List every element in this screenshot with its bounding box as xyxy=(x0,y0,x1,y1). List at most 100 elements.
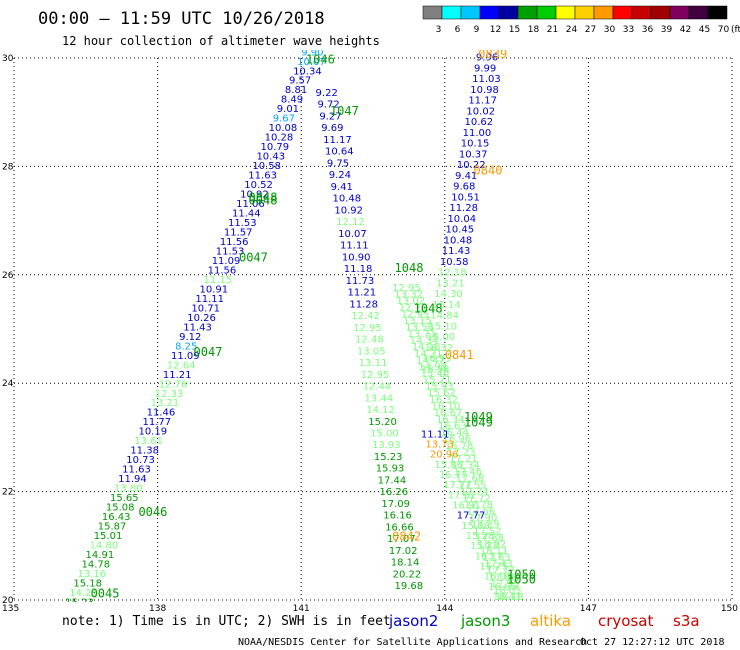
colorbar-label: 45 xyxy=(699,25,710,35)
footer-note: note: 1) Time is in UTC; 2) SWH is in fe… xyxy=(62,614,391,629)
x-tick-label: 147 xyxy=(580,604,597,614)
colorbar-label: 6 xyxy=(455,25,461,35)
swh-value: 11.11 xyxy=(340,241,369,252)
colorbar-swatch xyxy=(650,5,671,20)
swh-value: 9.01 xyxy=(277,104,299,115)
colorbar-swatch xyxy=(479,5,500,20)
colorbar-swatch xyxy=(422,5,443,20)
swh-value: 15.10 xyxy=(428,321,457,332)
x-tick-label: 150 xyxy=(721,604,738,614)
swh-value: 9.68 xyxy=(453,182,475,193)
colorbar-label: 21 xyxy=(547,25,558,35)
swh-value: 14.25 xyxy=(69,588,98,599)
swh-value: 10.02 xyxy=(466,106,495,117)
swh-value: 10.37 xyxy=(459,149,488,160)
swh-value: 16.43 xyxy=(102,512,131,523)
swh-value: 11.21 xyxy=(348,288,377,299)
swh-value: 9.24 xyxy=(329,170,351,181)
swh-value: 8.25 xyxy=(175,341,197,352)
colorbar-label: 9 xyxy=(474,25,480,35)
swh-value: 12.95 xyxy=(361,370,390,381)
swh-value: 11.46 xyxy=(147,408,176,419)
swh-value: 17.43 xyxy=(484,559,513,570)
time-label: 0048 xyxy=(249,193,278,207)
time-labels: 0839 0840 0841 0842 1046 1047 1048 1048 10491049… xyxy=(91,47,536,600)
x-tick-label: 144 xyxy=(436,604,453,614)
swh-value: 10.08 xyxy=(269,123,298,134)
swh-value: 8.49 xyxy=(281,95,303,106)
swh-value: 11.44 xyxy=(232,209,261,220)
swh-value: 18.14 xyxy=(391,558,420,569)
swh-value: 10.52 xyxy=(244,180,273,191)
time-label: 1050 xyxy=(507,573,536,587)
swh-value: 15.65 xyxy=(110,493,139,504)
swh-value: 17.07 xyxy=(387,534,416,545)
swh-value: 10.28 xyxy=(265,133,294,144)
swh-value: 13.80 xyxy=(114,484,143,495)
swh-value: 12.64 xyxy=(167,360,196,371)
swh-value: 11.17 xyxy=(323,135,352,146)
swh-value: 17.02 xyxy=(389,546,418,557)
swh-value: 10.79 xyxy=(261,142,290,153)
swh-value: 13.61 xyxy=(134,436,163,447)
swh-value: 9.57 xyxy=(289,76,311,87)
swh-value: 10.58 xyxy=(252,161,281,172)
swh-value: 16.03 xyxy=(484,572,513,583)
swh-value: 15.08 xyxy=(461,521,490,532)
swh-value: 14.34 xyxy=(410,336,439,347)
swh-value: 11.18 xyxy=(344,264,373,275)
swh-value: 17.77 xyxy=(457,511,486,522)
plot-area: 13.5813.3115.2314.2515.1813.1614.7814.91… xyxy=(65,47,536,602)
swh-value: 15.62 xyxy=(427,388,456,399)
swh-value: 12.42 xyxy=(351,311,380,322)
track-jason2: 13.5813.3115.2314.2515.1813.1614.7814.91… xyxy=(65,50,326,602)
swh-value: 13.73 xyxy=(425,440,454,451)
x-tick-label: 138 xyxy=(149,604,166,614)
swh-value: 15.00 xyxy=(427,332,456,343)
swh-value: 11.77 xyxy=(143,417,172,428)
swh-value: 17.52 xyxy=(448,490,477,501)
swh-value: 17.52 xyxy=(473,526,502,537)
swh-value: 13.11 xyxy=(359,358,388,369)
time-label: 1050 xyxy=(507,567,536,581)
swh-value: 9.22 xyxy=(316,88,338,99)
swh-value: 17.68 xyxy=(456,474,485,485)
swh-value: 10.19 xyxy=(138,427,167,438)
swh-value: 16.16 xyxy=(383,511,412,522)
time-label: 1048 xyxy=(395,261,424,275)
colorbar-label: 24 xyxy=(566,25,578,35)
swh-value: 11.53 xyxy=(216,246,245,257)
colorbar-label: 12 xyxy=(490,25,501,35)
swh-value: 11.28 xyxy=(449,203,478,214)
swh-value: 13.56 xyxy=(405,322,434,333)
colorbar-swatch xyxy=(669,5,690,20)
swh-value: 12.48 xyxy=(355,335,384,346)
swh-value: 11.56 xyxy=(220,237,249,248)
swh-value: 14.80 xyxy=(90,541,119,552)
x-tick-label: 141 xyxy=(293,604,310,614)
swh-value: 15.93 xyxy=(376,464,405,475)
swh-value: 9.67 xyxy=(273,114,295,125)
swh-value: 11.06 xyxy=(236,199,265,210)
swh-value: 16.26 xyxy=(379,487,408,498)
swh-value: 16.44 xyxy=(440,428,469,439)
colorbar-swatch xyxy=(498,5,519,20)
y-tick-label: 28 xyxy=(2,162,14,172)
swh-value: 20.22 xyxy=(393,569,422,580)
time-label: 0046 xyxy=(138,505,167,519)
swh-value: 11.43 xyxy=(442,246,471,257)
legend-entry: altika xyxy=(530,612,571,630)
colorbar-swatch xyxy=(707,5,728,20)
swh-value: 12.95 xyxy=(401,309,430,320)
swh-value: 9.75 xyxy=(327,158,349,169)
swh-value: 9.41 xyxy=(455,171,477,182)
track-jason3: 9.229.729.279.6911.1710.649.759.249.4110… xyxy=(316,88,424,592)
swh-value: 14.84 xyxy=(430,311,459,322)
swh-value: 16.91 xyxy=(452,501,481,512)
swh-value: 15.00 xyxy=(370,428,399,439)
swh-value: 12.76 xyxy=(399,303,428,314)
time-label: 0839 xyxy=(478,47,507,61)
legend-entry: s3a xyxy=(673,612,700,630)
swh-value: 14.98 xyxy=(418,362,447,373)
colorbar-label: 3 xyxy=(436,25,442,35)
